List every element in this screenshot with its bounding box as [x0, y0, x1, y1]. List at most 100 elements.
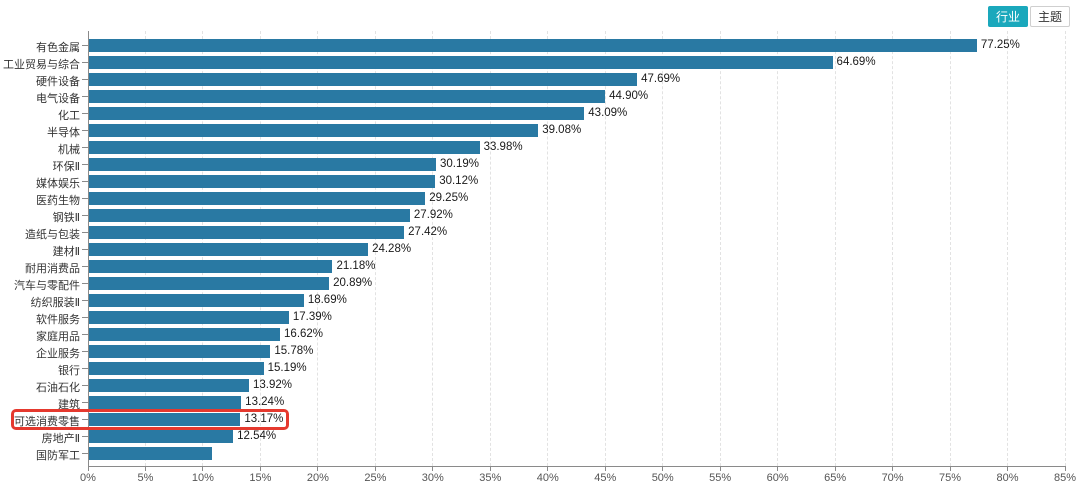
category-label: 房地产Ⅱ: [41, 432, 80, 445]
bar[interactable]: [89, 379, 249, 392]
y-axis-tick: [82, 385, 88, 386]
value-label: 77.25%: [980, 38, 1020, 51]
x-tick-label: 15%: [249, 472, 272, 484]
category-label: 硬件设备: [36, 75, 80, 88]
bar[interactable]: [89, 90, 606, 103]
x-tick-label: 65%: [824, 472, 847, 484]
x-tick-label: 80%: [996, 472, 1019, 484]
bar[interactable]: [89, 39, 977, 52]
grid-line: [604, 31, 606, 466]
category-label: 纺织服装Ⅱ: [30, 296, 80, 309]
value-label: 13.92%: [252, 378, 292, 391]
category-label: 建材Ⅱ: [52, 245, 80, 258]
bar[interactable]: [89, 56, 833, 69]
x-tick-label: 50%: [651, 472, 674, 484]
x-tick-label: 55%: [709, 472, 732, 484]
bar[interactable]: [89, 328, 281, 341]
bar[interactable]: [89, 294, 304, 307]
grid-line: [1064, 31, 1066, 466]
bar[interactable]: [89, 447, 212, 460]
bar[interactable]: [89, 430, 234, 443]
grid-line: [662, 31, 664, 466]
bar[interactable]: [89, 311, 289, 324]
bar[interactable]: [89, 209, 410, 222]
bar[interactable]: [89, 175, 436, 188]
bar[interactable]: [89, 362, 264, 375]
bar[interactable]: [89, 260, 333, 273]
x-axis-tick: [547, 466, 549, 471]
value-label: 12.54%: [237, 429, 277, 442]
x-axis-tick: [87, 466, 89, 471]
value-label: 44.90%: [609, 89, 649, 102]
y-axis-tick: [82, 402, 88, 403]
industry-toggle-button[interactable]: 行业: [988, 6, 1028, 27]
x-axis-tick: [1064, 466, 1066, 471]
x-axis-tick: [374, 466, 376, 471]
value-label: 33.98%: [483, 140, 523, 153]
value-label: 18.69%: [307, 293, 347, 306]
bar[interactable]: [89, 192, 426, 205]
value-label: 24.28%: [372, 242, 412, 255]
value-label: 47.69%: [641, 72, 681, 85]
bar[interactable]: [89, 345, 271, 358]
x-axis-tick: [317, 466, 319, 471]
value-label: 21.18%: [336, 259, 376, 272]
category-label: 国防军工: [36, 449, 80, 462]
category-label: 银行: [58, 364, 80, 377]
bar[interactable]: [89, 141, 480, 154]
x-axis-tick: [719, 466, 721, 471]
x-axis-tick: [144, 466, 146, 471]
x-tick-label: 85%: [1053, 472, 1077, 484]
x-axis-tick: [604, 466, 606, 471]
category-label: 钢铁Ⅱ: [52, 211, 80, 224]
x-axis-tick: [432, 466, 434, 471]
y-axis-tick: [82, 266, 88, 267]
x-axis-tick: [949, 466, 951, 471]
y-axis-tick: [82, 317, 88, 318]
bar[interactable]: [89, 396, 242, 409]
bar[interactable]: [89, 413, 241, 426]
bar[interactable]: [89, 243, 369, 256]
bar[interactable]: [89, 73, 638, 86]
y-axis-tick: [82, 283, 88, 284]
category-label: 耐用消费品: [25, 262, 80, 275]
y-axis-tick: [82, 62, 88, 63]
value-label: 17.39%: [292, 310, 332, 323]
category-label: 有色金属: [36, 41, 80, 54]
bar[interactable]: [89, 158, 436, 171]
x-axis-tick: [202, 466, 204, 471]
x-axis-tick: [1007, 466, 1009, 471]
y-axis-tick: [82, 334, 88, 335]
category-label: 化工: [58, 109, 80, 122]
y-axis-tick: [82, 96, 88, 97]
y-axis-tick: [82, 368, 88, 369]
y-axis-tick: [82, 181, 88, 182]
bar[interactable]: [89, 226, 405, 239]
theme-toggle-button[interactable]: 主题: [1030, 6, 1070, 27]
y-axis-tick: [82, 436, 88, 437]
x-tick-label: 60%: [766, 472, 789, 484]
category-label: 软件服务: [36, 313, 80, 326]
bar[interactable]: [89, 277, 330, 290]
bar[interactable]: [89, 107, 585, 120]
category-label: 医药生物: [36, 194, 80, 207]
value-label: 64.69%: [836, 55, 876, 68]
y-axis-tick: [82, 113, 88, 114]
category-label: 机械: [58, 143, 80, 156]
x-tick-label: 30%: [421, 472, 444, 484]
x-tick-label: 25%: [364, 472, 387, 484]
category-label: 环保Ⅱ: [52, 160, 80, 173]
category-label: 电气设备: [36, 92, 80, 105]
y-axis-tick: [82, 147, 88, 148]
y-axis-tick: [82, 198, 88, 199]
x-tick-label: 45%: [594, 472, 617, 484]
x-axis-tick: [259, 466, 261, 471]
value-label: 30.12%: [439, 174, 479, 187]
value-label: 27.92%: [413, 208, 453, 221]
grid-line: [949, 31, 951, 466]
x-tick-label: 20%: [306, 472, 329, 484]
grid-line: [547, 31, 549, 466]
x-axis: [88, 466, 1066, 467]
bar[interactable]: [89, 124, 539, 137]
value-label: 15.19%: [267, 361, 307, 374]
